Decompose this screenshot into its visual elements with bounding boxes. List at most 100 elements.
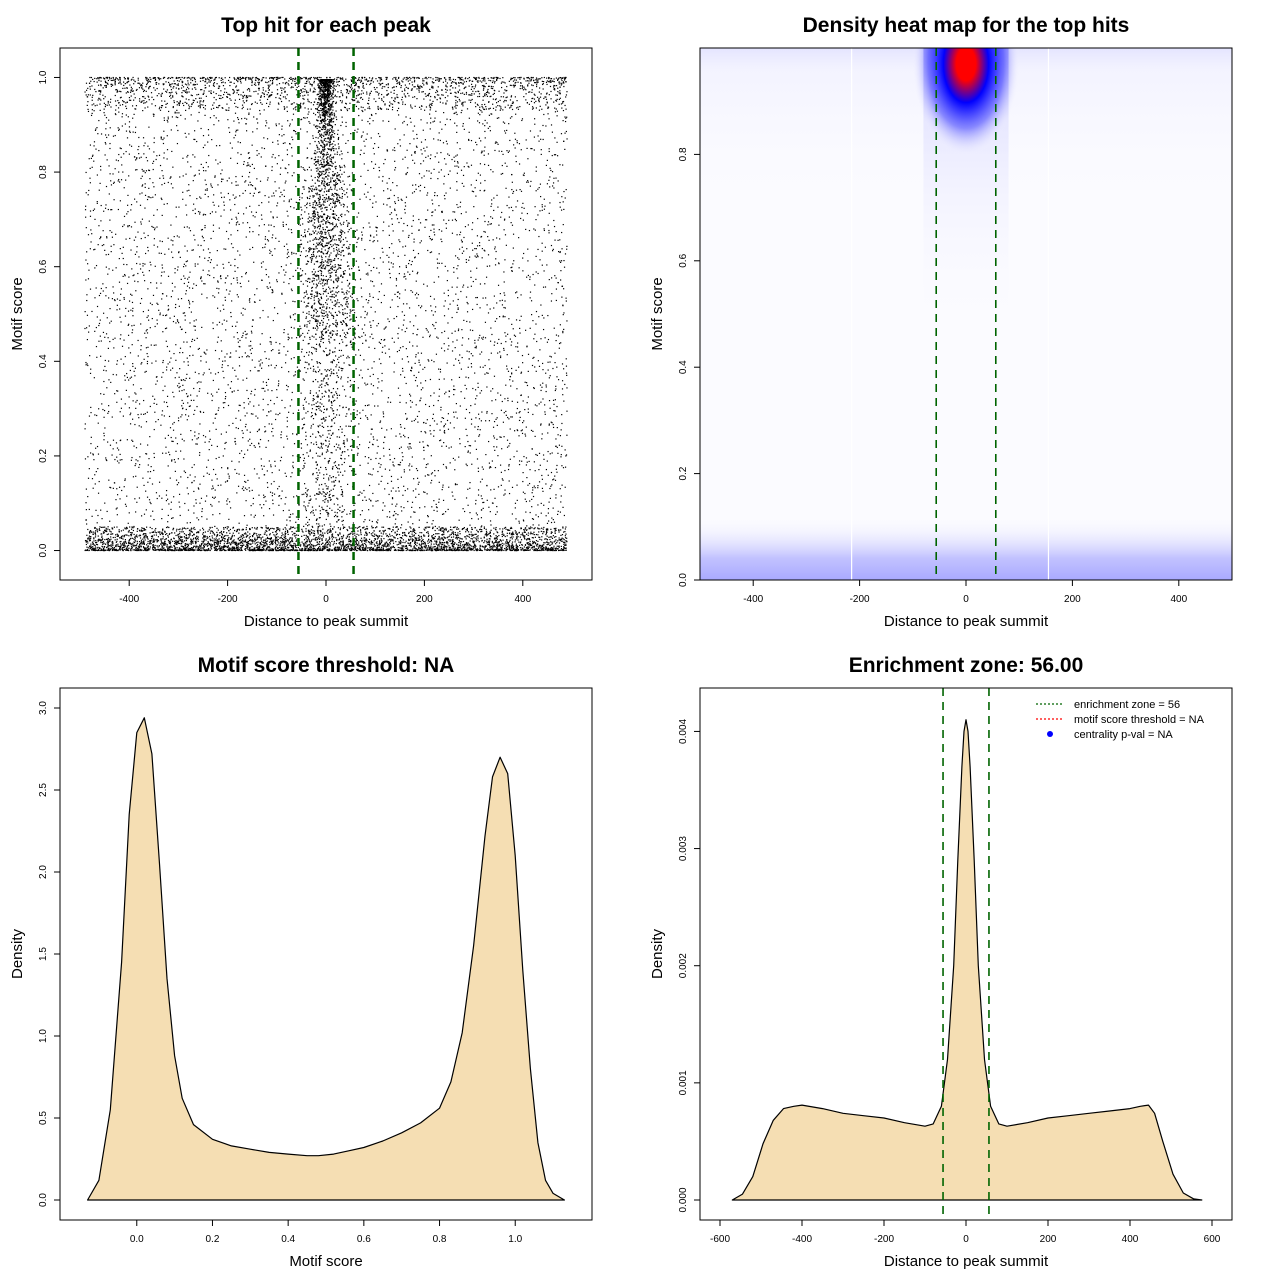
scatter-point [509, 338, 511, 340]
scatter-point [95, 447, 97, 449]
scatter-point [102, 408, 104, 411]
scatter-point [402, 103, 404, 105]
scatter-point [368, 222, 370, 224]
scatter-point [539, 130, 541, 132]
scatter-point [380, 464, 382, 466]
scatter-point [280, 434, 282, 436]
scatter-point [144, 142, 146, 144]
scatter-point [149, 436, 151, 438]
scatter-point [85, 361, 87, 364]
scatter-point [548, 118, 550, 120]
scatter-point [454, 112, 456, 114]
scatter-point [293, 496, 295, 498]
scatter-point [496, 237, 498, 239]
scatter-point [216, 391, 218, 393]
scatter-point [359, 491, 361, 493]
scatter-point [465, 428, 467, 430]
scatter-point [259, 317, 261, 319]
scatter-point [532, 320, 534, 322]
scatter-point [268, 127, 270, 129]
scatter-point [100, 133, 103, 135]
scatter-point [261, 147, 263, 149]
scatter-point [130, 528, 133, 530]
scatter-point [241, 108, 243, 110]
scatter-point [255, 188, 257, 190]
scatter-point [475, 345, 477, 347]
scatter-point [149, 541, 152, 543]
scatter-point [325, 221, 327, 223]
scatter-point [356, 216, 358, 218]
scatter-point [272, 216, 274, 218]
scatter-point [238, 410, 240, 412]
scatter-point [171, 459, 173, 461]
scatter-point [270, 466, 272, 468]
scatter-point [487, 164, 490, 167]
scatter-point [187, 364, 189, 366]
scatter-point [455, 220, 457, 222]
scatter-point [310, 352, 313, 354]
scatter-point [281, 89, 283, 92]
scatter-point [390, 475, 393, 478]
scatter-point [219, 310, 222, 312]
scatter-point [300, 443, 302, 445]
scatter-point [419, 531, 421, 534]
scatter-point [145, 509, 147, 511]
scatter-point [242, 332, 244, 334]
scatter-point [554, 239, 556, 241]
scatter-point [130, 226, 133, 228]
scatter-point [342, 519, 344, 522]
scatter-point [549, 167, 551, 169]
scatter-point [312, 509, 314, 511]
scatter-point [531, 108, 534, 110]
scatter-point [429, 237, 431, 240]
scatter-point [134, 498, 136, 500]
scatter-point [528, 460, 530, 463]
scatter-point [142, 271, 144, 273]
scatter-point [239, 282, 241, 285]
scatter-point [411, 260, 413, 263]
scatter-point [305, 435, 307, 437]
scatter-point [394, 169, 396, 171]
scatter-point [116, 535, 118, 537]
scatter-point [427, 445, 429, 447]
scatter-point [217, 336, 219, 338]
scatter-point [186, 285, 189, 287]
scatter-point [543, 229, 545, 232]
scatter-point [548, 212, 550, 214]
scatter-point [456, 142, 458, 144]
scatter-point [457, 206, 459, 209]
scatter-point [121, 489, 123, 492]
scatter-point [278, 123, 280, 125]
scatter-point [509, 139, 511, 142]
scatter-point [281, 159, 284, 161]
scatter-point [181, 546, 184, 548]
scatter-point [360, 316, 362, 318]
scatter-point [347, 248, 349, 250]
scatter-point [143, 484, 145, 487]
scatter-point [376, 215, 378, 218]
scatter-point [454, 484, 457, 486]
scatter-point [310, 529, 313, 531]
scatter-point [418, 359, 420, 361]
scatter-point [159, 531, 161, 533]
scatter-point [559, 206, 561, 208]
scatter-point [237, 129, 239, 131]
scatter-point [456, 311, 458, 314]
scatter-point [238, 529, 241, 531]
scatter-point [449, 462, 451, 464]
scatter-point [289, 315, 291, 317]
scatter-point [387, 401, 389, 403]
scatter-point [481, 466, 483, 468]
scatter-point [280, 191, 282, 193]
scatter-point [443, 315, 446, 317]
scatter-point [433, 500, 435, 502]
scatter-point [358, 269, 361, 271]
scatter-point [247, 152, 249, 154]
scatter-point [480, 390, 483, 392]
scatter-point [410, 447, 412, 449]
scatter-point [137, 281, 139, 283]
scatter-point [398, 221, 400, 224]
scatter-point [294, 374, 296, 376]
scatter-point [143, 527, 145, 530]
scatter-point [219, 144, 221, 147]
